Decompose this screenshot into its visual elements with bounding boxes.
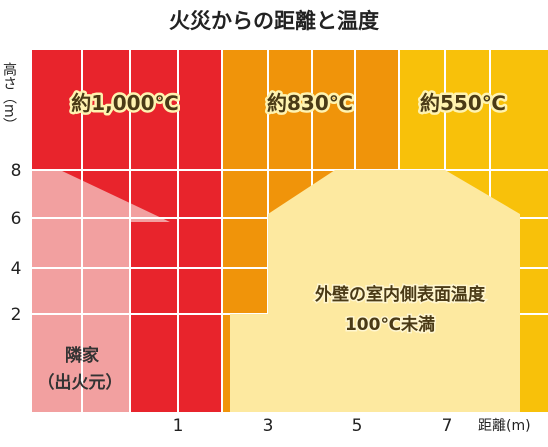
x-tick-7: 7 bbox=[442, 416, 453, 436]
x-tick-3: 3 bbox=[263, 416, 274, 436]
neighbor-label-line2: （出火元） bbox=[38, 372, 123, 393]
chart-title: 火災からの距離と温度 bbox=[169, 9, 379, 33]
x-tick-labels: 1 3 5 7 bbox=[173, 416, 453, 436]
x-tick-1: 1 bbox=[173, 416, 184, 436]
y-tick-4: 4 bbox=[11, 259, 22, 279]
neighbor-label-line1: 隣家 bbox=[65, 345, 99, 366]
zone-label-1000: 約1,000℃ bbox=[71, 91, 178, 115]
y-tick-2: 2 bbox=[11, 305, 22, 325]
x-tick-5: 5 bbox=[352, 416, 363, 436]
house-label-line2: 100℃未満 bbox=[345, 314, 435, 335]
y-tick-labels: 8 6 4 2 bbox=[11, 161, 22, 325]
x-axis-label: 距離(m) bbox=[478, 417, 531, 434]
zone-label-830: 約830℃ bbox=[267, 91, 353, 115]
target-house-shape bbox=[230, 170, 520, 412]
y-axis-label: 高さ（m） bbox=[1, 61, 17, 131]
y-tick-6: 6 bbox=[11, 209, 22, 229]
y-tick-8: 8 bbox=[11, 161, 22, 181]
zone-label-550: 約550℃ bbox=[420, 91, 506, 115]
house-label-line1: 外壁の室内側表面温度 bbox=[315, 284, 486, 305]
